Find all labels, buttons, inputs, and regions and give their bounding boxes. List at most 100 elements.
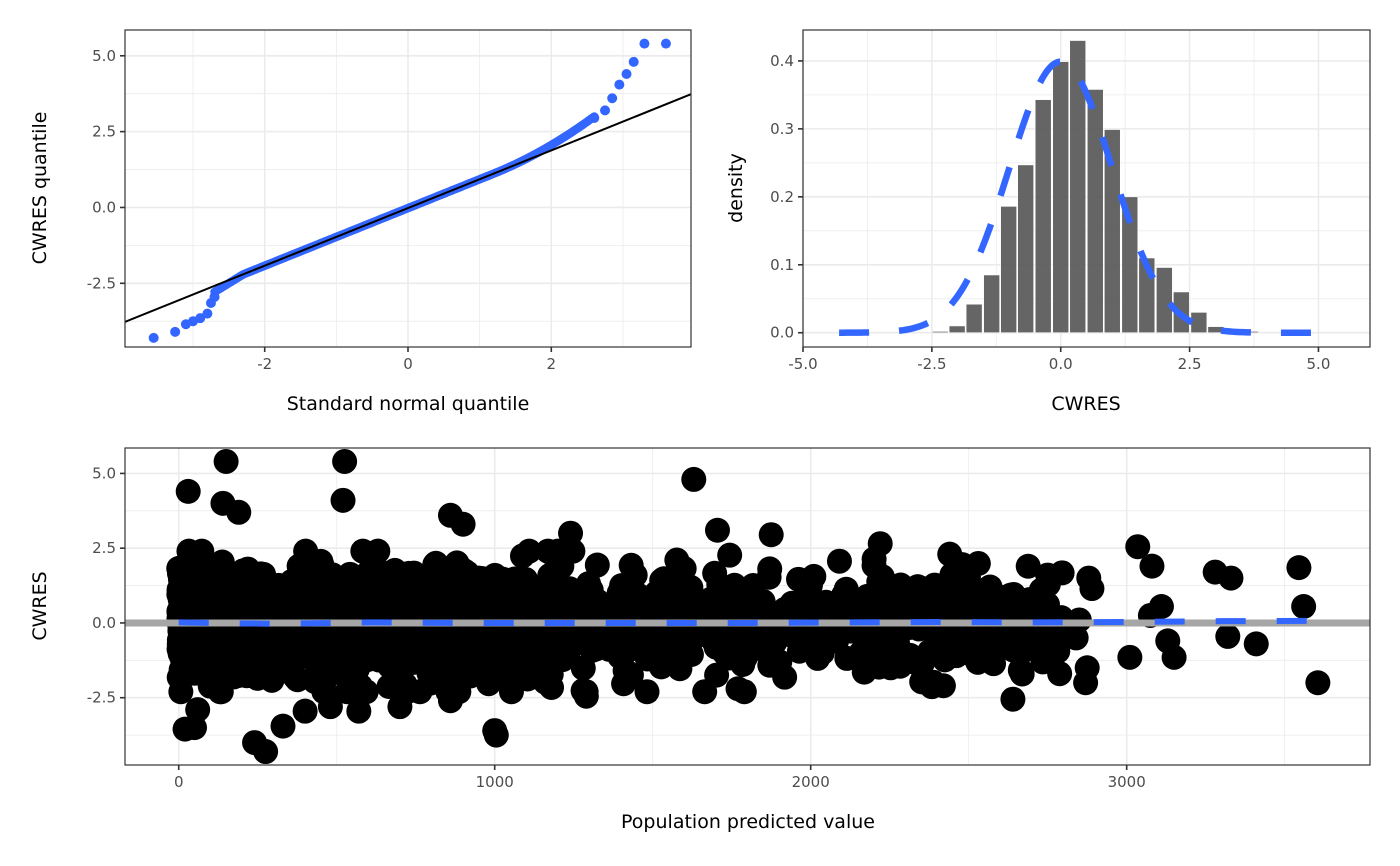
scatter-point [692,679,718,705]
qq-tail-point [202,308,213,319]
scatter-x-tick-label: 2000 [792,773,830,791]
scatter-outlier-point [1305,670,1331,696]
scatter-outlier-point [332,448,358,474]
scatter-point [856,638,882,664]
scatter-outlier-point [1079,576,1105,602]
histogram-bar [948,325,966,334]
hist-x-tick-label: 2.5 [1178,355,1202,373]
scatter-point [208,679,234,705]
scatter-point [801,563,827,589]
qq-x-axis-title: Standard normal quantile [287,393,530,415]
histogram-bar [1017,164,1034,334]
scatter-outlier-point [949,552,975,578]
scatter-point [750,588,776,614]
scatter-x-tick-label: 1000 [476,773,514,791]
scatter-point [324,659,350,685]
histogram-bar [1190,312,1208,334]
scatter-outlier-point [1139,553,1165,579]
hist-y-tick-label: 0.3 [770,120,794,138]
scatter-point [194,635,220,661]
scatter-y-tick-label: 2.5 [92,539,116,557]
histogram-bar [1000,206,1017,334]
histogram-bar [931,331,949,334]
hist-x-tick-label: 5.0 [1307,355,1331,373]
scatter-point [248,635,274,661]
scatter-point [166,560,192,586]
histogram-bar [1121,196,1139,334]
scatter-outlier-point [1125,534,1151,560]
scatter-outlier-point [1286,555,1312,581]
qq-y-tick-label: 5.0 [92,47,116,65]
qq-tail-point [628,56,639,67]
scatter-point [423,598,449,624]
scatter-outlier-point [573,683,599,709]
hist-x-tick-label: -5.0 [788,355,817,373]
scatter-point [861,553,887,579]
hist-x-tick-label: 0.0 [1049,355,1073,373]
histogram-bar [1156,267,1173,334]
scatter-x-tick-label: 3000 [1108,773,1146,791]
hist-y-tick-label: 0.4 [770,52,794,70]
scatter-outlier-point [346,698,372,724]
smooth-trend-line [178,617,1317,627]
qq-x-tick-label: 2 [547,355,557,373]
scatter-point [772,664,798,690]
scatter-point [1009,661,1035,687]
histogram-bar [1086,89,1104,334]
scatter-point [921,620,947,646]
scatter-point [304,652,330,678]
scatter-point [834,645,860,671]
hist-background [803,30,1370,347]
scatter-outlier-point [437,502,463,528]
qq-y-tick-label: 0.0 [92,198,116,216]
scatter-point [327,584,353,610]
histogram-bar [1034,99,1052,334]
scatter-outlier-point [1117,644,1143,670]
qq-tail-point [621,68,632,79]
scatter-outlier-point [270,713,296,739]
scatter-outlier-point [1218,565,1244,591]
histogram-bar [1103,129,1121,334]
scatter-point [644,580,670,606]
scatter-point [459,655,485,681]
qq-y-axis-title: CWRES quantile [29,112,51,265]
qq-tail-point [600,105,611,116]
scatter-point [625,588,651,614]
scatter-point [905,574,931,600]
histogram-bar [1052,61,1070,334]
qq-tail-point [589,112,600,123]
scatter-y-tick-label: 0.0 [92,614,116,632]
scatter-outlier-point [1041,635,1067,661]
scatter-point [702,560,728,586]
hist-panel-border [802,29,1371,348]
scatter-outlier-point [930,673,956,699]
scatter-point [319,562,345,588]
scatter-point [536,630,562,656]
qq-tail-point [195,313,206,324]
scatter-point [757,556,783,582]
histogram-bar [983,274,1000,334]
scatter-point [484,660,510,686]
scatter-outlier-point [731,679,757,705]
scatter-point [743,624,769,650]
scatter-outlier-point [175,478,201,504]
scatter-point [511,621,537,647]
scatter-y-tick-label: 5.0 [92,464,116,482]
qq-tail-point [614,79,625,90]
scatter-point [372,567,398,593]
scatter-panel-border [124,447,1371,766]
scatter-point [950,629,976,655]
scatter-outlier-point [1000,686,1026,712]
histogram-bar [1069,40,1087,334]
scatter-point [561,614,587,640]
scatter-outlier-point [213,448,239,474]
scatter-point [673,638,699,664]
scatter-point [376,674,402,700]
scatter-point [527,600,553,626]
scatter-point [279,569,305,595]
scatter-point [385,633,411,659]
scatter-point [611,671,637,697]
scatter-point [596,636,622,662]
scatter-y-tick-label: -2.5 [87,689,116,707]
